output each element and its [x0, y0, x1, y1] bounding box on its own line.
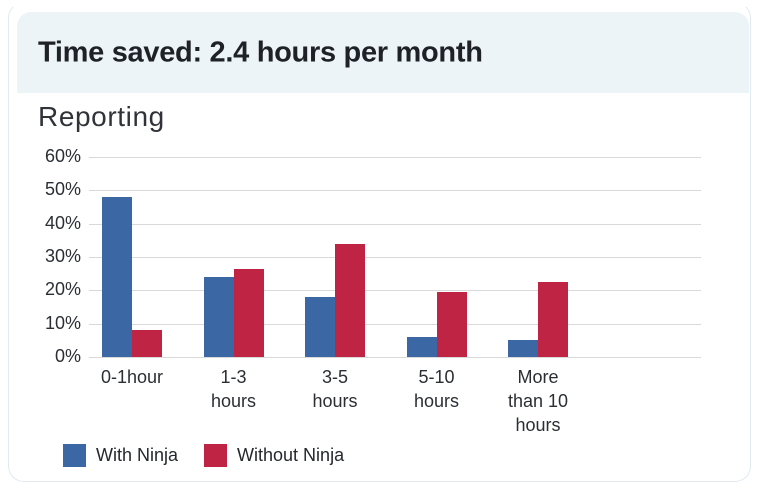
- page-title: Time saved: 2.4 hours per month: [38, 36, 483, 68]
- bar-with-ninja-1-3-hours: [203, 277, 234, 357]
- gridline-50: [89, 190, 701, 192]
- y-tick-30: 30%: [44, 246, 81, 266]
- y-tick-50: 50%: [44, 179, 81, 200]
- x-tick-1-3-hours: 1-3 hours: [210, 367, 257, 411]
- bar-without-ninja-1-3-hours: [233, 268, 264, 357]
- header-band: Time saved: 2.4 hours per month: [17, 12, 749, 93]
- gridline-30: [89, 257, 701, 258]
- bar-with-ninja-more-than-10-hours: [508, 340, 538, 357]
- bar-without-ninja-3-5-hours: [335, 243, 365, 357]
- y-tick-60: 60%: [44, 146, 81, 166]
- bar-with-ninja-5-10-hours: [406, 337, 437, 357]
- bar-without-ninja-more-than-10-hours: [538, 282, 568, 357]
- x-tick-5-10-hours: 5-10 hours: [413, 367, 460, 411]
- x-tick-3-5-hours: 3-5 hours: [312, 367, 358, 411]
- legend-swatch-with-ninja: [63, 444, 86, 467]
- gridline-0: [89, 357, 701, 358]
- bar-without-ninja-5-10-hours: [436, 292, 467, 357]
- legend-label-with-ninja: With Ninja: [96, 445, 179, 465]
- bar-without-ninja-0-1hour: [132, 330, 162, 357]
- y-tick-0: 0%: [54, 346, 81, 366]
- x-tick-more-than-10-hours: More than 10 hours: [507, 367, 569, 435]
- report-card: Time saved: 2.4 hours per month Reportin…: [8, 2, 751, 482]
- plot-area: 0% 10% 20% 30% 40% 50% 60%: [45, 146, 701, 366]
- y-tick-40: 40%: [44, 212, 81, 233]
- chart-title: Reporting: [38, 101, 165, 132]
- legend-swatch-without-ninja: [204, 444, 228, 467]
- bar-with-ninja-0-1hour: [102, 197, 132, 357]
- bar-with-ninja-3-5-hours: [305, 297, 335, 357]
- gridline-10: [89, 323, 701, 325]
- gridline-60: [89, 157, 701, 158]
- legend: With Ninja Without Ninja: [63, 444, 344, 467]
- x-axis-labels: 0-1hour 1-3 hours 3-5 hours 5-10 hours More than…: [89, 365, 701, 441]
- legend-item-with-ninja: With Ninja: [63, 444, 178, 467]
- y-tick-20: 20%: [44, 279, 81, 300]
- gridline-40: [89, 223, 701, 225]
- x-tick-0-1hour: 0-1hour: [100, 367, 164, 387]
- gridline-20: [89, 290, 701, 292]
- y-tick-10: 10%: [44, 312, 81, 333]
- legend-label-without-ninja: Without Ninja: [237, 445, 345, 465]
- legend-item-without-ninja: Without Ninja: [204, 444, 344, 467]
